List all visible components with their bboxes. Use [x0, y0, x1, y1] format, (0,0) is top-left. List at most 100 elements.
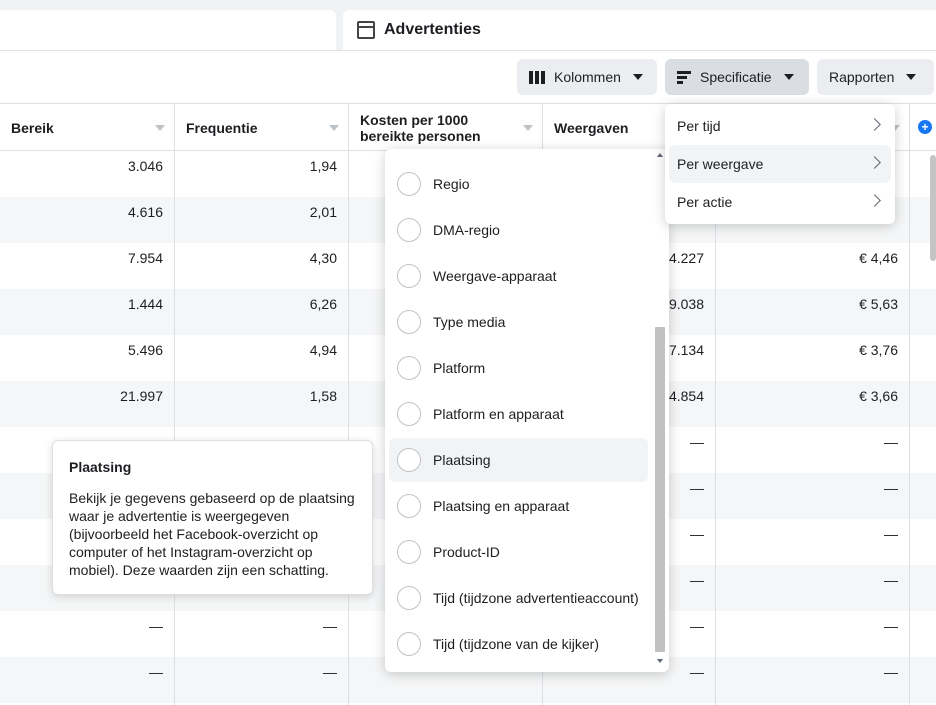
- table-row[interactable]: — — — —: [0, 611, 936, 657]
- tooltip-title: Plaatsing: [69, 459, 132, 475]
- table-cell-weergaven: 7.134: [668, 342, 704, 358]
- table-cell-frequentie: 1,58: [309, 388, 337, 404]
- table-cell-weergaven: 9.038: [668, 296, 704, 312]
- radio-button[interactable]: [397, 586, 421, 610]
- chevron-right-icon: [868, 156, 881, 169]
- submenu-item[interactable]: Per weergave: [669, 145, 891, 183]
- table-toolbar: Kolommen Specificatie Rapporten: [0, 50, 936, 103]
- sort-icon[interactable]: [523, 125, 533, 131]
- breakdown-option[interactable]: Tijd (tijdzone advertentieaccount): [389, 576, 648, 620]
- table-cell-frequentie: —: [323, 618, 337, 634]
- table-row[interactable]: 3.046 1,94: [0, 151, 936, 197]
- table-cell-kosten: € 3,66: [859, 388, 898, 404]
- sort-icon[interactable]: [329, 125, 339, 131]
- table-scrollbar[interactable]: [930, 155, 936, 261]
- submenu-item-label: Per tijd: [677, 118, 721, 134]
- campaigns-tab[interactable]: [0, 10, 336, 50]
- table-cell-bereik: 5.496: [127, 342, 163, 358]
- radio-button[interactable]: [397, 356, 421, 380]
- table-cell-kosten: —: [884, 526, 898, 542]
- column-divider: [348, 151, 349, 705]
- column-divider: [174, 151, 175, 705]
- table-cell-kosten: —: [884, 618, 898, 634]
- breakdown-button[interactable]: Specificatie: [665, 59, 809, 95]
- radio-button[interactable]: [397, 172, 421, 196]
- sort-icon[interactable]: [890, 125, 900, 131]
- scroll-up-icon[interactable]: [657, 153, 663, 157]
- submenu-item[interactable]: Per actie: [669, 183, 891, 221]
- table-cell-frequentie: —: [323, 664, 337, 680]
- reports-button-label: Rapporten: [829, 69, 895, 85]
- column-divider: [715, 151, 716, 705]
- submenu-item-label: Per weergave: [677, 156, 764, 172]
- breakdown-option-label: Platform en apparaat: [433, 406, 564, 422]
- radio-button[interactable]: [397, 494, 421, 518]
- columns-button[interactable]: Kolommen: [517, 59, 657, 95]
- breakdown-option-label: DMA-regio: [433, 222, 500, 238]
- column-header-reach[interactable]: Bereik: [0, 104, 175, 151]
- reports-button[interactable]: Rapporten: [817, 59, 934, 95]
- chevron-down-icon: [906, 74, 917, 80]
- chevron-right-icon: [868, 194, 881, 207]
- breakdown-option[interactable]: Weergave-apparaat: [389, 254, 648, 298]
- sort-icon[interactable]: [155, 125, 165, 131]
- breakdown-option[interactable]: Platform en apparaat: [389, 392, 648, 436]
- columns-icon: [529, 70, 545, 84]
- table-row[interactable]: 5.496 4,94 7.134 € 3,76: [0, 335, 936, 381]
- table-cell-weergaven: —: [690, 618, 704, 634]
- table-cell-weergaven: —: [690, 526, 704, 542]
- breakdown-option[interactable]: Regio: [389, 162, 648, 206]
- radio-button[interactable]: [397, 218, 421, 242]
- column-header-cpm-reach[interactable]: Kosten per 1000 bereikte personen: [349, 104, 543, 151]
- scroll-down-icon[interactable]: [657, 659, 663, 663]
- column-divider: [909, 151, 910, 705]
- radio-button[interactable]: [397, 448, 421, 472]
- breakdown-option[interactable]: Tijd (tijdzone van de kijker): [389, 622, 648, 666]
- submenu-item[interactable]: Per tijd: [669, 107, 891, 145]
- breakdown-option-label: Regio: [433, 176, 470, 192]
- breakdown-option[interactable]: DMA-regio: [389, 208, 648, 252]
- breakdown-option-label: Tijd (tijdzone van de kijker): [433, 636, 599, 652]
- table-cell-bereik: —: [149, 618, 163, 634]
- tooltip-body: Bekijk je gegevens gebaseerd op de plaat…: [69, 490, 355, 578]
- table-cell-bereik: 7.954: [127, 250, 163, 266]
- table-cell-weergaven: 4.227: [668, 250, 704, 266]
- list-scrollbar[interactable]: [655, 149, 667, 672]
- breakdown-option[interactable]: Plaatsing en apparaat: [389, 484, 648, 528]
- table-cell-kosten: —: [884, 434, 898, 450]
- column-header-cost[interactable]: [716, 104, 910, 151]
- column-header-frequency[interactable]: Frequentie: [175, 104, 349, 151]
- breakdown-option[interactable]: Product-ID: [389, 530, 648, 574]
- radio-button[interactable]: [397, 632, 421, 656]
- radio-button[interactable]: [397, 402, 421, 426]
- column-header-label: Frequentie: [186, 119, 258, 136]
- breakdown-option-label: Type media: [433, 314, 506, 330]
- chevron-right-icon: [868, 118, 881, 131]
- radio-button[interactable]: [397, 310, 421, 334]
- radio-button[interactable]: [397, 540, 421, 564]
- table-cell-frequentie: 1,94: [309, 158, 337, 174]
- scrollbar-thumb[interactable]: [655, 327, 665, 652]
- table-cell-weergaven: —: [690, 572, 704, 588]
- breakdown-option-label: Platform: [433, 360, 486, 376]
- breakdown-option[interactable]: Type media: [389, 300, 648, 344]
- table-row[interactable]: — —: [0, 427, 936, 473]
- add-column-icon[interactable]: +: [918, 120, 932, 134]
- table-row[interactable]: 7.954 4,30 4.227 € 4,46: [0, 243, 936, 289]
- table-cell-bereik: —: [149, 664, 163, 680]
- table-row[interactable]: — —: [0, 519, 936, 565]
- breakdown-options-list: Regio DMA-regio Weergave-apparaat Type medi…: [385, 149, 669, 672]
- breakdown-option[interactable]: Plaatsing: [389, 438, 648, 482]
- breakdown-option[interactable]: Platform: [389, 346, 648, 390]
- radio-button[interactable]: [397, 264, 421, 288]
- breakdown-option-label: Tijd (tijdzone advertentieaccount): [433, 590, 639, 606]
- table-cell-frequentie: 4,94: [309, 342, 337, 358]
- table-cell-weergaven: —: [690, 480, 704, 496]
- table-cell-frequentie: 4,30: [309, 250, 337, 266]
- ads-tab[interactable]: Advertenties: [343, 10, 936, 50]
- breakdown-tooltip: Plaatsing Bekijk je gegevens gebaseerd o…: [52, 440, 373, 595]
- table-cell-kosten: € 5,63: [859, 296, 898, 312]
- table-cell-frequentie: 2,01: [309, 204, 337, 220]
- table-cell-bereik: 21.997: [120, 388, 163, 404]
